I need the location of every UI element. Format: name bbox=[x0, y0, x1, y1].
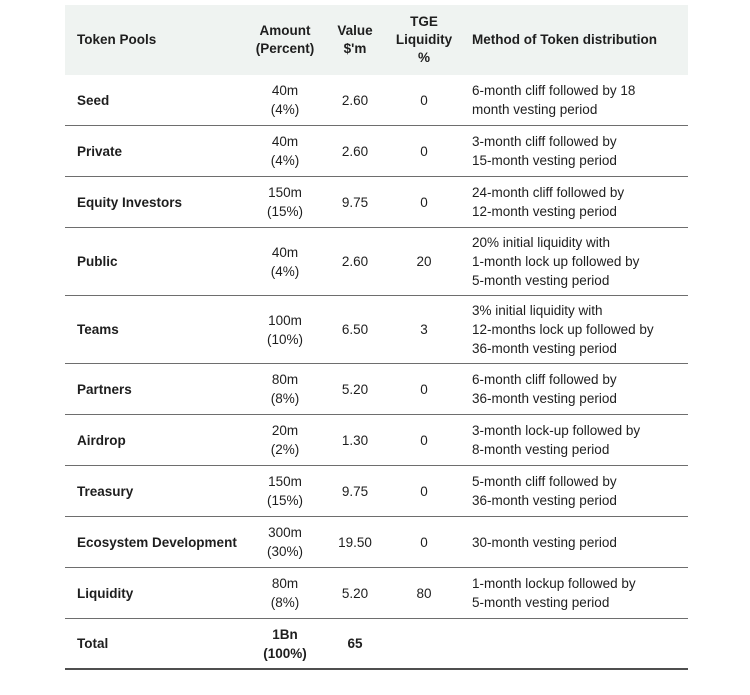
pool-name-cell: Ecosystem Development bbox=[77, 534, 237, 550]
tge-liquidity-cell: 3 bbox=[420, 322, 428, 337]
amount-value: 150m bbox=[268, 185, 302, 200]
pool-name-cell: Teams bbox=[77, 322, 119, 337]
amount-percent: (15%) bbox=[266, 493, 303, 508]
amount-percent-cell: 20m (2%) bbox=[243, 421, 327, 459]
amount-value: 80m bbox=[271, 372, 299, 387]
amount-value: 300m bbox=[268, 525, 302, 540]
table-row: Public 40m (4%) 2.60 20 20% initial liquidity… bbox=[65, 228, 688, 296]
value-cell: 5.20 bbox=[341, 585, 369, 601]
distribution-method-cell: 6-month cliff followed by 18 month vesti… bbox=[472, 83, 636, 117]
table-row: Treasury 150m (15%) 9.75 0 5-month cliff foll… bbox=[65, 466, 688, 517]
amount-percent-cell: 300m (30%) bbox=[243, 523, 327, 561]
table-row: Partners 80m (8%) 5.20 0 6-month cliff follow… bbox=[65, 364, 688, 415]
tge-liquidity-cell: 0 bbox=[420, 432, 428, 448]
column-header-tge-liquidity: TGE Liquidity % bbox=[395, 14, 453, 65]
amount-percent-cell: 1Bn (100%) bbox=[243, 625, 327, 663]
pool-name-cell: Airdrop bbox=[77, 432, 126, 448]
amount-percent-cell: 150m (15%) bbox=[243, 183, 327, 221]
value-cell: 6.50 bbox=[341, 322, 369, 337]
amount-value: 40m bbox=[271, 134, 299, 149]
amount-percent-cell: 40m (4%) bbox=[243, 132, 327, 170]
pool-name-cell: Equity Investors bbox=[77, 194, 183, 210]
table-row: Total 1Bn (100%) 65 bbox=[65, 619, 688, 670]
table-body: Seed 40m (4%) 2.60 0 6-month cliff followed b… bbox=[65, 75, 688, 670]
token-distribution-table: Token Pools Amount (Percent) Value $'m T… bbox=[65, 5, 688, 670]
distribution-method-cell: 24-month cliff followed by 12-month vest… bbox=[472, 185, 625, 219]
pool-name-cell: Private bbox=[77, 143, 123, 159]
tge-liquidity-cell: 0 bbox=[420, 143, 428, 159]
table-row: Equity Investors 150m (15%) 9.75 0 24-month c… bbox=[65, 177, 688, 228]
pool-name-cell: Total bbox=[77, 636, 109, 651]
pool-name-cell: Treasury bbox=[77, 483, 134, 499]
amount-percent: (10%) bbox=[266, 331, 303, 347]
tge-liquidity-cell: 0 bbox=[420, 194, 428, 210]
distribution-method-cell: 3% initial liquidity with 12-months lock… bbox=[472, 303, 654, 356]
amount-value: 40m bbox=[271, 244, 299, 260]
distribution-method-cell: 5-month cliff followed by 36-month vesti… bbox=[472, 474, 617, 508]
distribution-method-cell: 30-month vesting period bbox=[472, 534, 617, 550]
table-row: Private 40m (4%) 2.60 0 3-month cliff followe… bbox=[65, 126, 688, 177]
amount-percent-cell: 40m (4%) bbox=[243, 81, 327, 119]
tge-liquidity-cell: 20 bbox=[416, 254, 432, 269]
tge-liquidity-cell: 0 bbox=[420, 92, 428, 108]
value-cell: 1.30 bbox=[341, 432, 369, 448]
amount-percent-cell: 80m (8%) bbox=[243, 574, 327, 612]
value-cell: 5.20 bbox=[341, 381, 369, 397]
amount-percent-cell: 80m (8%) bbox=[243, 370, 327, 408]
amount-percent-cell: 100m (10%) bbox=[243, 311, 327, 349]
column-header-token-pools: Token Pools bbox=[77, 32, 157, 47]
column-header-amount: Amount (Percent) bbox=[255, 23, 315, 56]
value-cell: 65 bbox=[347, 636, 363, 651]
table-header-row: Token Pools Amount (Percent) Value $'m T… bbox=[65, 5, 688, 75]
distribution-method-cell: 3-month lock-up followed by 8-month vest… bbox=[472, 423, 641, 457]
tge-liquidity-cell: 0 bbox=[420, 483, 428, 499]
amount-value: 80m bbox=[271, 576, 299, 591]
table-row: Teams 100m (10%) 6.50 3 3% initial liquidity … bbox=[65, 296, 688, 364]
amount-value: 20m bbox=[271, 423, 299, 438]
column-header-value: Value $'m bbox=[337, 23, 373, 56]
amount-value: 100m bbox=[268, 312, 302, 328]
distribution-method-cell: 6-month cliff followed by 36-month vesti… bbox=[472, 372, 617, 406]
pool-name-cell: Public bbox=[77, 254, 118, 269]
amount-percent: (4%) bbox=[270, 263, 300, 279]
pool-name-cell: Partners bbox=[77, 381, 132, 397]
value-cell: 19.50 bbox=[338, 534, 372, 550]
amount-value: 150m bbox=[268, 474, 302, 489]
amount-percent: (30%) bbox=[266, 544, 303, 559]
pool-name-cell: Seed bbox=[77, 92, 110, 108]
amount-percent: (2%) bbox=[270, 442, 300, 457]
distribution-method-cell: 1-month lockup followed by 5-month vesti… bbox=[472, 576, 636, 610]
table-row: Airdrop 20m (2%) 1.30 0 3-month lock-up follo… bbox=[65, 415, 688, 466]
value-cell: 2.60 bbox=[341, 143, 369, 159]
amount-value: 1Bn bbox=[272, 626, 298, 642]
amount-value: 40m bbox=[271, 83, 299, 98]
amount-percent-cell: 150m (15%) bbox=[243, 472, 327, 510]
table-row: Liquidity 80m (8%) 5.20 80 1-month lockup fol… bbox=[65, 568, 688, 619]
amount-percent: (100%) bbox=[263, 645, 307, 661]
amount-percent: (8%) bbox=[270, 391, 300, 406]
amount-percent-cell: 40m (4%) bbox=[243, 243, 327, 281]
tge-liquidity-cell: 0 bbox=[420, 534, 428, 550]
table-row: Seed 40m (4%) 2.60 0 6-month cliff followed b… bbox=[65, 75, 688, 126]
amount-percent: (4%) bbox=[270, 102, 300, 117]
tge-liquidity-cell: 0 bbox=[420, 381, 428, 397]
value-cell: 9.75 bbox=[341, 483, 369, 499]
column-header-method: Method of Token distribution bbox=[472, 32, 657, 47]
value-cell: 9.75 bbox=[341, 194, 369, 210]
amount-percent: (4%) bbox=[270, 153, 300, 168]
distribution-method-cell: 3-month cliff followed by 15-month vesti… bbox=[472, 134, 617, 168]
amount-percent: (15%) bbox=[266, 204, 303, 219]
pool-name-cell: Liquidity bbox=[77, 585, 134, 601]
table-row: Ecosystem Development 300m (30%) 19.50 0 30-m… bbox=[65, 517, 688, 568]
amount-percent: (8%) bbox=[270, 595, 300, 610]
distribution-method-cell: 20% initial liquidity with 1-month lock … bbox=[472, 235, 640, 288]
value-cell: 2.60 bbox=[341, 254, 369, 269]
value-cell: 2.60 bbox=[341, 92, 369, 108]
tge-liquidity-cell: 80 bbox=[416, 585, 432, 601]
